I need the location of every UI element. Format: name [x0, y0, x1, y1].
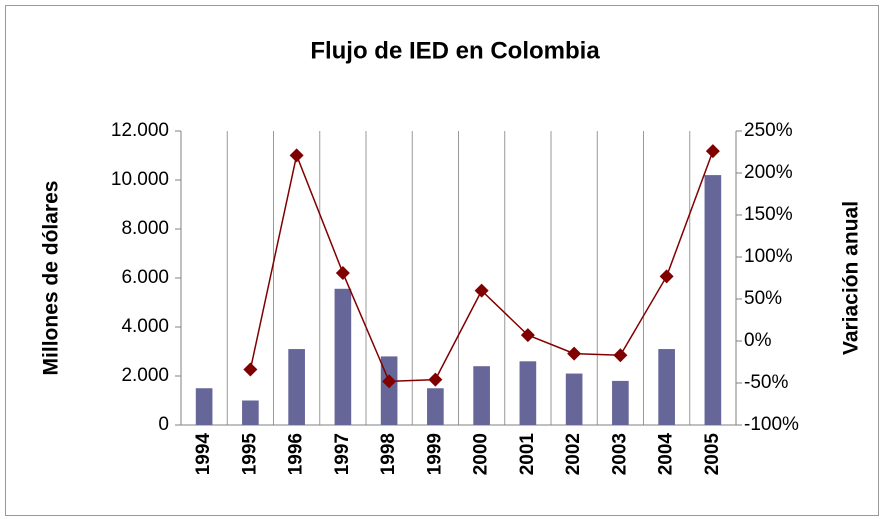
bar — [612, 380, 629, 425]
marker — [520, 328, 535, 343]
y2-tick-label: -100% — [744, 414, 799, 435]
x-tick-label: 1996 — [286, 433, 307, 475]
x-tick-label: 1997 — [332, 433, 353, 475]
y2-tick-label: 100% — [744, 246, 793, 267]
x-tick-label: 2000 — [471, 433, 492, 475]
y2-tick-label: 50% — [744, 288, 782, 309]
marker — [335, 265, 350, 280]
x-tick-label: 1998 — [378, 433, 399, 475]
bar — [427, 388, 444, 425]
x-tick-label: 2004 — [656, 433, 677, 476]
y-tick-label: 2.000 — [121, 365, 169, 386]
chart-frame — [5, 5, 879, 516]
marker — [659, 269, 674, 284]
marker — [613, 348, 628, 363]
y-tick-label: 0 — [158, 414, 169, 435]
y2-tick-label: 150% — [744, 204, 793, 225]
y2-tick-label: 200% — [744, 162, 793, 183]
y2-tick-label: 0% — [744, 330, 772, 351]
y-tick-label: 12.000 — [111, 120, 169, 141]
y2-axis-label: Variación anual — [840, 201, 863, 355]
marker — [474, 283, 489, 298]
y-axis-label: Millones de dólares — [40, 181, 63, 376]
x-tick-label: 2003 — [609, 433, 630, 475]
marker — [243, 362, 258, 377]
y2-tick-label: 250% — [744, 120, 793, 141]
bar — [288, 349, 305, 425]
x-tick-label: 1999 — [424, 433, 445, 475]
marker — [567, 346, 582, 361]
bar — [242, 400, 259, 425]
y-tick-label: 6.000 — [121, 267, 169, 288]
bar — [565, 373, 583, 425]
bar — [473, 366, 490, 425]
marker — [289, 148, 304, 163]
bar — [704, 175, 722, 425]
x-tick-label: 2005 — [702, 433, 723, 476]
y-tick-label: 8.000 — [121, 218, 169, 239]
bar — [658, 349, 675, 425]
chart-title: Flujo de IED en Colombia — [310, 37, 600, 64]
y-tick-label: 4.000 — [121, 316, 169, 337]
x-tick-label: 2002 — [563, 433, 584, 475]
bar — [519, 361, 537, 425]
marker — [428, 372, 443, 387]
x-tick-label: 1994 — [193, 433, 214, 476]
bar — [380, 356, 398, 425]
bar — [334, 288, 352, 425]
y2-tick-label: -50% — [744, 372, 788, 393]
y-tick-label: 10.000 — [111, 169, 169, 190]
marker — [382, 374, 397, 389]
x-tick-label: 1995 — [239, 433, 260, 476]
bar — [195, 388, 213, 425]
marker — [705, 144, 720, 159]
x-tick-label: 2001 — [517, 433, 538, 476]
